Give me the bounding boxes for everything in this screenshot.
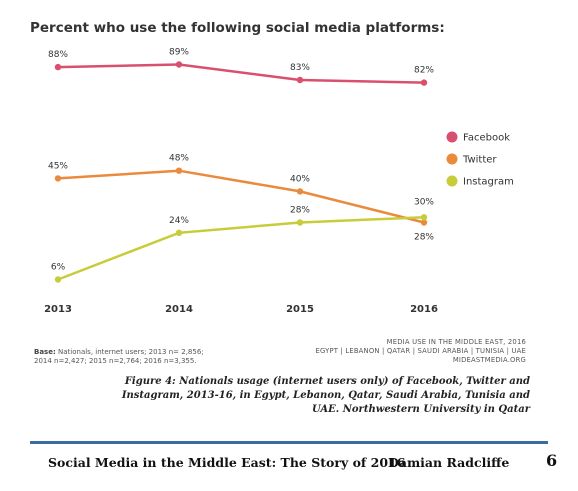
- footer-author: Damian Radcliffe: [388, 455, 510, 470]
- footer-divider: [30, 441, 548, 444]
- legend-marker-facebook: [446, 131, 458, 143]
- legend-marker-instagram: [446, 175, 458, 187]
- page-number: 6: [546, 451, 558, 470]
- base-note: Base: Nationals, internet users; 2013 n=…: [34, 348, 294, 366]
- source-line-1: MEDIA USE IN THE MIDDLE EAST, 2016: [386, 338, 526, 346]
- facebook-label-2016: 82%: [414, 66, 434, 76]
- instagram-label-2013: 6%: [51, 263, 66, 273]
- line-chart: 88% 89% 83% 82% 45% 48% 40% 28% 6% 24% 28% 30% 2013…: [44, 48, 514, 316]
- legend-marker-twitter: [446, 153, 458, 165]
- facebook-point-2015: [296, 76, 304, 84]
- series-lines: [57, 63, 425, 281]
- x-axis: 2013 2014 2015 2016: [44, 304, 438, 315]
- legend-label-facebook: Facebook: [463, 133, 510, 144]
- instagram-point-2013: [54, 276, 62, 283]
- facebook-point-2013: [54, 63, 62, 71]
- legend: Facebook Twitter Instagram: [446, 131, 514, 188]
- base-line-2: 2014 n=2,427; 2015 n=2,764; 2016 n=3,355…: [34, 357, 197, 365]
- instagram-point-2016: [420, 214, 428, 221]
- figure-caption: Figure 4: Nationals usage (internet user…: [121, 376, 530, 415]
- instagram-label-2014: 24%: [169, 216, 189, 226]
- facebook-label-2014: 89%: [169, 48, 189, 58]
- source-line-2: EGYPT | LEBANON | QATAR | SAUDI ARABIA |…: [315, 347, 526, 355]
- facebook-label-2013: 88%: [48, 50, 68, 60]
- instagram-label-2015: 28%: [290, 206, 310, 216]
- legend-label-twitter: Twitter: [462, 155, 497, 166]
- twitter-point-2014: [175, 167, 183, 174]
- facebook-line: [57, 63, 425, 84]
- instagram-point-2015: [296, 219, 304, 226]
- facebook-point-2014: [175, 61, 183, 68]
- twitter-point-2016: [420, 219, 428, 226]
- twitter-label-2015: 40%: [290, 174, 310, 184]
- instagram-label-2016: 30%: [414, 197, 434, 207]
- base-line-1: Nationals, internet users; 2013 n= 2,856…: [58, 348, 204, 356]
- twitter-label-2013: 45%: [48, 161, 68, 171]
- x-tick-2014: 2014: [165, 304, 193, 315]
- x-tick-2016: 2016: [410, 304, 438, 315]
- point-labels: 88% 89% 83% 82% 45% 48% 40% 28% 6% 24% 28% 30%: [48, 48, 434, 273]
- instagram-point-2014: [175, 229, 183, 236]
- twitter-label-2014: 48%: [169, 154, 189, 164]
- series-points: [54, 61, 428, 283]
- source-note: MEDIA USE IN THE MIDDLE EAST, 2016 EGYPT…: [226, 338, 526, 365]
- legend-label-instagram: Instagram: [463, 177, 514, 188]
- instagram-line: [57, 216, 425, 281]
- facebook-label-2015: 83%: [290, 63, 310, 73]
- source-line-3: MIDEASTMEDIA.ORG: [452, 356, 526, 364]
- x-tick-2013: 2013: [44, 304, 72, 315]
- twitter-point-2013: [54, 175, 62, 182]
- chart-title: Percent who use the following social med…: [30, 20, 445, 36]
- base-label: Base:: [34, 348, 56, 356]
- facebook-point-2016: [420, 79, 428, 86]
- footer-title: Social Media in the Middle East: The Sto…: [48, 455, 406, 470]
- twitter-label-2016: 28%: [414, 233, 434, 243]
- twitter-line: [57, 169, 425, 224]
- x-tick-2015: 2015: [286, 304, 314, 315]
- twitter-point-2015: [296, 188, 304, 195]
